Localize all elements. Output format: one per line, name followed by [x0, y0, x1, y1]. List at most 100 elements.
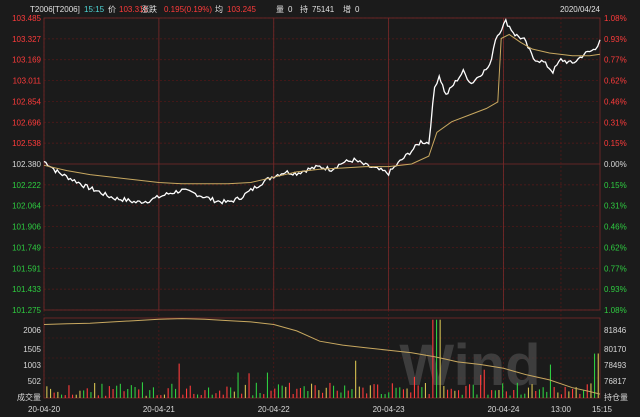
volume-bar [480, 374, 482, 398]
oi-tick-label: 81846 [604, 326, 627, 335]
volume-bar [373, 384, 375, 398]
volume-bar [458, 390, 460, 398]
volume-bar [112, 389, 114, 398]
volume-bar [160, 395, 162, 398]
volume-bar [138, 389, 140, 398]
volume-bar [560, 394, 562, 398]
volume-bar [149, 390, 151, 398]
volume-tick-label: 2006 [23, 326, 41, 335]
time-axis-label: 20-04-22 [258, 405, 291, 414]
volume-bar [134, 387, 136, 398]
price-tick-label: 103.169 [12, 56, 41, 65]
price-tick-label: 102.064 [12, 202, 41, 211]
volume-bar [520, 394, 522, 398]
volume-bar [461, 394, 463, 398]
avg-label: 均 [215, 4, 223, 14]
volume-bar [325, 387, 327, 398]
volume-bar [292, 394, 294, 398]
pct-tick-label: 0.46% [604, 223, 627, 232]
volume-bar [366, 393, 368, 398]
price-tick-label: 103.011 [13, 77, 42, 86]
volume-bar [447, 389, 449, 398]
volume-bar [141, 382, 143, 398]
volume-bar [248, 373, 250, 398]
volume-bar [299, 388, 301, 398]
quote-time: 15:15 [84, 5, 105, 14]
volume-bar [472, 384, 474, 398]
volume-bar [68, 385, 70, 398]
volume-bar [469, 384, 471, 398]
pct-tick-label: 0.62% [604, 77, 627, 86]
volume-bar [384, 394, 386, 398]
volume-bar [90, 392, 92, 398]
price-tick-label: 101.906 [12, 223, 41, 232]
volume-bar [399, 387, 401, 398]
volume-bar [116, 385, 118, 398]
time-axis-label: 20-04-23 [373, 405, 406, 414]
volume-bar [391, 383, 393, 398]
volume-bar [380, 394, 382, 398]
volume-bar [498, 390, 500, 398]
volume-bar [465, 385, 467, 398]
volume-bar [594, 353, 596, 398]
volume-bar [590, 383, 592, 398]
price-tick-label: 101.749 [12, 243, 41, 252]
oi-tick-label: 76817 [604, 377, 627, 386]
volume-bar [226, 386, 228, 398]
volume-bar [362, 387, 364, 398]
volume-bar [347, 390, 349, 398]
volume-bar [424, 383, 426, 398]
price-tick-label: 102.222 [12, 181, 41, 190]
volume-bar [410, 392, 412, 398]
price-frame [43, 17, 601, 311]
price-tick-label: 101.275 [12, 306, 41, 315]
avg-value: 103.245 [227, 5, 256, 14]
volume-bar [72, 394, 74, 398]
pct-tick-label: 0.77% [604, 56, 627, 65]
volume-bar [505, 391, 507, 398]
volume-label: 量 [276, 5, 284, 14]
volume-bar [314, 385, 316, 398]
volume-bar [288, 382, 290, 398]
volume-bar [252, 395, 254, 398]
volume-bar [527, 387, 529, 398]
volume-bar [318, 390, 320, 398]
pct-tick-label: 1.08% [604, 14, 627, 23]
pct-tick-label: 1.08% [604, 306, 627, 315]
volume-bar [75, 394, 77, 398]
volume-bar [538, 389, 540, 398]
time-axis-label: 20-04-20 [28, 405, 61, 414]
volume-value: 0 [288, 5, 293, 14]
volume-bar [329, 382, 331, 398]
volume-bar [432, 319, 434, 398]
change-label: 涨跌 [141, 4, 157, 14]
volume-bar [597, 353, 599, 398]
volume-bar [123, 391, 125, 398]
volume-bar [50, 388, 52, 398]
volume-bar [307, 391, 309, 398]
volume-bar [296, 388, 298, 398]
volume-bar [46, 386, 48, 398]
volume-bar [439, 319, 441, 398]
price-tick-label: 103.485 [12, 14, 41, 23]
pct-tick-label: 0.93% [604, 35, 627, 44]
volume-bar [127, 389, 129, 398]
volume-bar [156, 395, 158, 398]
volume-axis-title: 成交量 [17, 392, 41, 402]
volume-bar [277, 384, 279, 398]
volume-bar [241, 393, 243, 398]
price-tick-label: 101.591 [12, 264, 41, 273]
time-axis-label: 20-04-21 [143, 405, 176, 414]
volume-bar [285, 386, 287, 398]
volume-bar [175, 388, 177, 398]
volume-bar [230, 387, 232, 398]
pct-tick-label: 0.31% [604, 118, 627, 127]
volume-bar [557, 392, 559, 398]
pct-tick-label: 0.15% [604, 139, 627, 148]
volume-bar [311, 383, 313, 398]
volume-bar [377, 384, 379, 398]
volume-bar [186, 388, 188, 398]
volume-tick-label: 1003 [23, 361, 41, 370]
